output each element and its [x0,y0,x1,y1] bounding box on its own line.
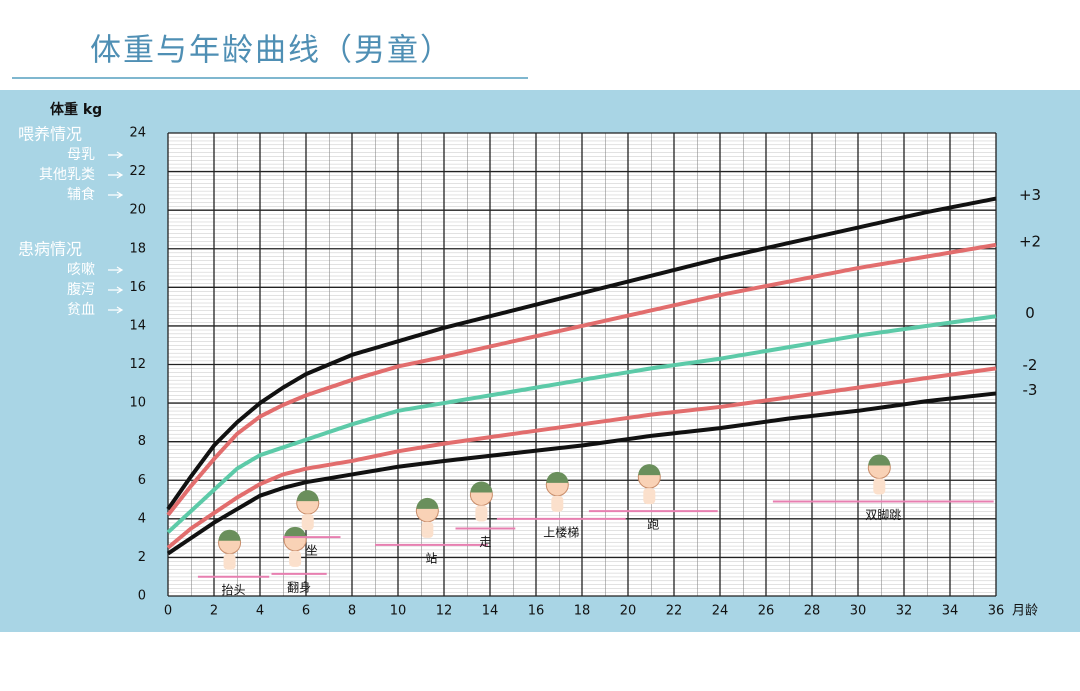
note-arrow [108,306,124,314]
y-tick-label: 2 [138,550,146,565]
y-tick-label: 4 [138,511,146,526]
series-line [166,366,997,550]
chart-title: 体重与年龄曲线（男童） [90,33,453,69]
baby-body [551,495,564,512]
note-title: 喂养情况 [18,125,82,144]
y-tick-label: 14 [129,318,146,333]
milestone-label: 站 [425,551,437,565]
x-tick-label: 16 [528,604,545,619]
x-tick-label: 0 [164,604,172,619]
milestone-label: 翻身 [287,579,311,594]
milestone-label: 抬头 [222,583,246,597]
note-arrow [108,266,124,274]
note-item: 腹泻 [67,281,95,298]
baby-cap [638,464,661,476]
series-label: -3 [1023,381,1038,399]
baby-cap [868,454,891,466]
note-arrow [108,151,124,159]
y-tick-label: 24 [129,126,146,141]
baby-body [223,553,236,570]
x-tick-label: 28 [804,604,821,619]
x-tick-label: 10 [390,604,407,619]
note-arrow [108,171,124,179]
x-tick-label: 20 [620,604,637,619]
y-tick-label: 8 [138,434,146,449]
baby-body [289,550,302,567]
x-tick-label: 4 [256,604,264,619]
baby-cap [284,526,307,538]
x-tick-label: 26 [758,604,775,619]
y-tick-label: 12 [129,357,146,372]
baby-body [643,488,656,505]
y-tick-label: 18 [129,241,146,256]
y-tick-label: 20 [129,203,146,218]
x-tick-label: 8 [348,604,356,619]
note-arrow [108,191,124,199]
series-line [166,314,997,534]
x-tick-label: 30 [850,604,867,619]
series-label: 0 [1025,304,1035,322]
milestone-label: 走 [479,535,491,549]
series-label: +2 [1019,232,1041,250]
note-item: 辅食 [67,186,95,203]
y-tick-label: 6 [138,473,146,488]
series-line [166,196,997,511]
baby-cap [296,490,319,502]
baby-cap [470,481,493,493]
note-item: 其他乳类 [39,167,95,183]
note-item: 咳嗽 [67,262,95,278]
baby-body [873,478,886,495]
baby-body [301,514,314,531]
y-tick-label: 10 [129,396,146,411]
y-tick-label: 22 [129,164,146,179]
x-tick-label: 22 [666,604,683,619]
baby-cap [218,529,241,541]
series-label: +3 [1019,186,1041,204]
y-tick-label: 0 [138,589,146,604]
y-tick-label: 16 [129,280,146,295]
milestone-label: 上楼梯 [543,524,579,539]
x-tick-label: 14 [482,604,499,619]
series-label: -2 [1023,356,1038,374]
note-item: 母乳 [67,147,95,163]
note-arrow [108,286,124,294]
x-tick-label: 32 [896,604,913,619]
x-tick-label: 24 [712,604,729,619]
y-axis-label: 体重 kg [50,101,102,118]
series-line [166,391,997,556]
milestone-label: 跑 [647,518,659,532]
series-line [166,242,997,517]
x-axis-label: 月龄 [1012,604,1038,619]
note-title: 患病情况 [18,240,82,259]
x-tick-label: 6 [302,604,310,619]
x-tick-label: 36 [988,604,1005,619]
baby-body [421,521,434,538]
baby-body [475,505,488,522]
baby-cap [546,471,569,483]
milestone-label: 双脚跳 [865,507,901,522]
x-tick-label: 12 [436,604,453,619]
baby-cap [416,497,439,509]
milestone-label: 坐 [306,544,318,558]
note-item: 贫血 [67,302,95,318]
x-tick-label: 34 [942,604,959,619]
x-tick-label: 18 [574,604,591,619]
x-tick-label: 2 [210,604,218,619]
